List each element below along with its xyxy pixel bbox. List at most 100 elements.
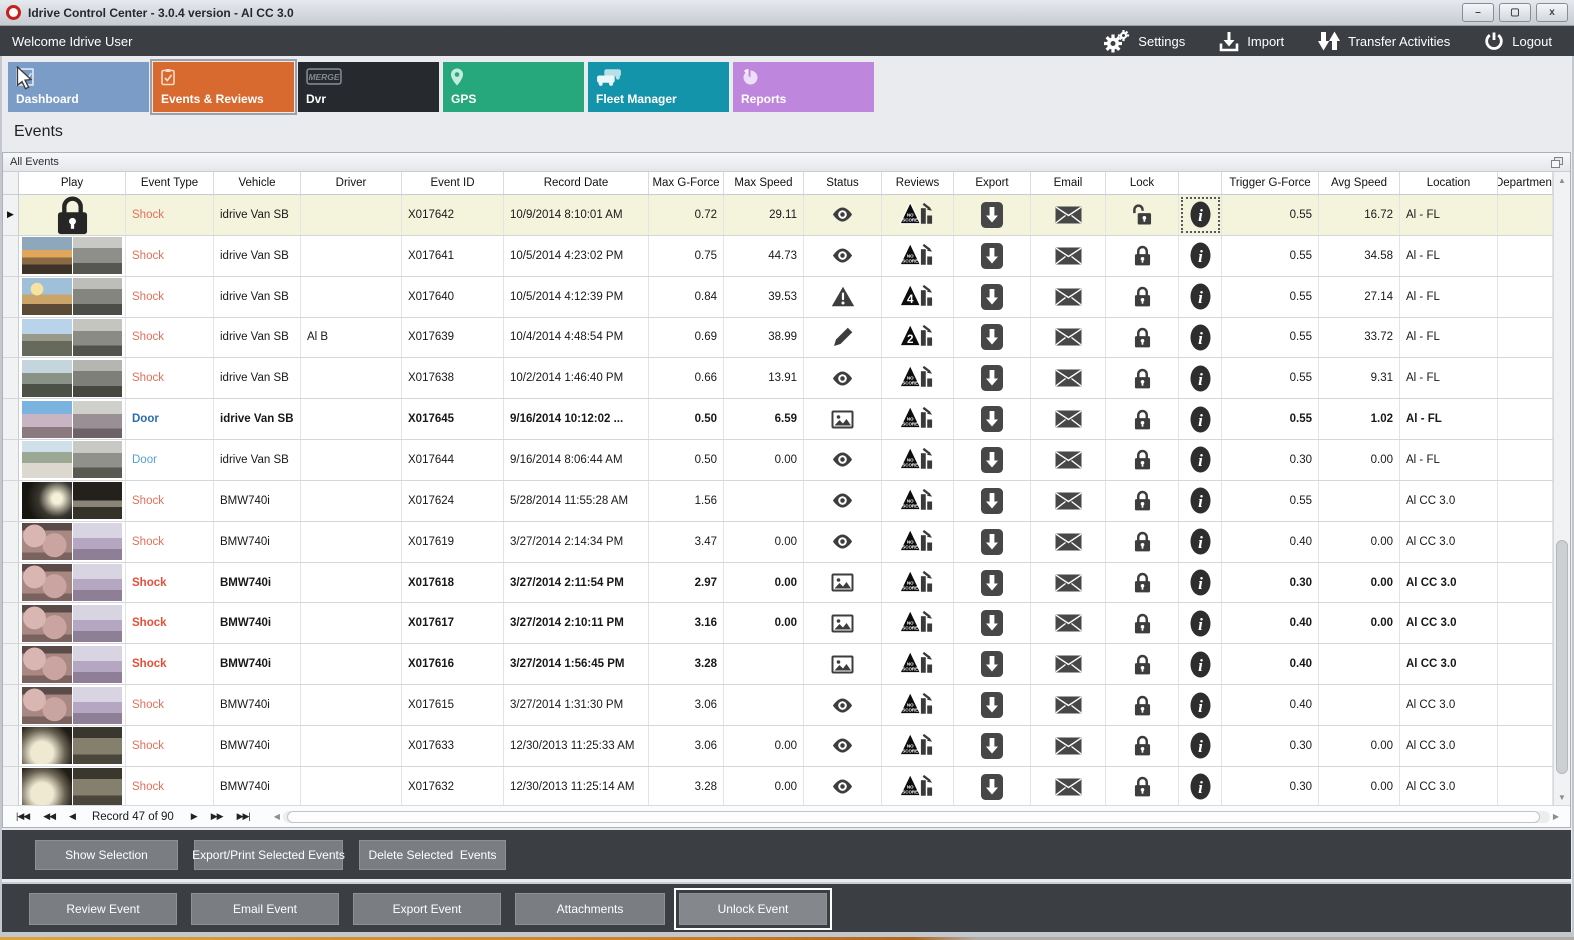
play-cell[interactable] xyxy=(19,399,126,440)
email-cell[interactable] xyxy=(1031,276,1106,317)
export-print-selected-button[interactable]: Export/Print Selected Events xyxy=(192,839,345,870)
table-row[interactable]: Shock BMW740i X017619 3/27/2014 2:14:34 PM 3… xyxy=(3,521,1554,563)
column-header-record-date[interactable]: Record Date xyxy=(504,172,649,194)
column-header-driver[interactable]: Driver xyxy=(301,172,402,194)
tab-events-reviews[interactable]: Events & Reviews xyxy=(153,62,294,112)
maximize-button[interactable]: ▢ xyxy=(1499,3,1531,22)
reviews-cell[interactable]: NO SCORE xyxy=(882,358,954,399)
vertical-scrollbar[interactable]: ▲ ▼ xyxy=(1553,172,1570,805)
tab-dashboard[interactable]: Dashboard xyxy=(8,62,149,112)
reviews-cell[interactable]: 2 xyxy=(882,317,954,358)
tab-fleet-manager[interactable]: Fleet Manager xyxy=(588,62,729,112)
horizontal-scrollbar[interactable]: ◀ ▶ xyxy=(271,810,1562,824)
play-cell[interactable] xyxy=(19,562,126,603)
info-cell[interactable]: i xyxy=(1179,235,1222,276)
info-cell[interactable]: i xyxy=(1179,480,1222,521)
column-header-location[interactable]: Location xyxy=(1400,172,1498,194)
first-record-button[interactable]: |◀◀ xyxy=(16,811,30,821)
lock-cell[interactable] xyxy=(1106,399,1179,440)
email-cell[interactable] xyxy=(1031,766,1106,805)
table-row[interactable]: Shock BMW740i X017618 3/27/2014 2:11:54 PM 2… xyxy=(3,562,1554,604)
scroll-down-icon[interactable]: ▼ xyxy=(1558,792,1566,802)
table-row[interactable]: Shock idrive Van SB X017638 10/2/2014 1:46:… xyxy=(3,358,1554,400)
reviews-cell[interactable]: 4 xyxy=(882,276,954,317)
info-cell[interactable]: i xyxy=(1179,521,1222,562)
reviews-cell[interactable]: NO SCORE xyxy=(882,399,954,440)
info-cell[interactable]: i xyxy=(1179,644,1222,685)
lock-cell[interactable] xyxy=(1106,195,1179,235)
play-cell[interactable] xyxy=(19,317,126,358)
info-cell[interactable]: i xyxy=(1179,358,1222,399)
play-cell[interactable] xyxy=(19,725,126,766)
delete-selected-button[interactable]: Delete Selected Events xyxy=(359,839,506,870)
event-thumbnail[interactable] xyxy=(22,768,122,805)
export-cell[interactable] xyxy=(954,685,1031,725)
lock-cell[interactable] xyxy=(1106,603,1179,644)
info-cell[interactable]: i xyxy=(1179,317,1222,358)
info-cell[interactable]: i xyxy=(1179,603,1222,644)
event-thumbnail[interactable] xyxy=(22,278,122,316)
lock-cell[interactable] xyxy=(1106,317,1179,358)
column-header-status[interactable]: Status xyxy=(804,172,882,194)
lock-cell[interactable] xyxy=(1106,725,1179,766)
event-thumbnail[interactable] xyxy=(22,441,122,479)
unlock-event-button[interactable]: Unlock Event xyxy=(679,893,827,925)
export-cell[interactable] xyxy=(954,195,1031,235)
status-cell[interactable] xyxy=(804,317,882,358)
panel-restore-icon[interactable] xyxy=(1551,156,1563,168)
column-header-email[interactable]: Email xyxy=(1031,172,1106,194)
export-cell[interactable] xyxy=(954,725,1031,766)
column-header-avg-speed[interactable]: Avg Speed xyxy=(1319,172,1400,194)
play-cell[interactable] xyxy=(19,276,126,317)
lock-cell[interactable] xyxy=(1106,685,1179,725)
scroll-up-icon[interactable]: ▲ xyxy=(1558,175,1566,185)
status-cell[interactable] xyxy=(804,685,882,725)
reviews-cell[interactable]: NO SCORE xyxy=(882,235,954,276)
column-header-event-id[interactable]: Event ID xyxy=(402,172,504,194)
email-cell[interactable] xyxy=(1031,603,1106,644)
status-cell[interactable] xyxy=(804,195,882,235)
export-cell[interactable] xyxy=(954,562,1031,603)
table-row[interactable]: Shock BMW740i X017632 12/30/2013 11:25:14 A… xyxy=(3,766,1554,805)
info-cell[interactable]: i xyxy=(1179,195,1222,235)
table-row[interactable]: Shock BMW740i X017624 5/28/2014 11:55:28 AM… xyxy=(3,480,1554,522)
status-cell[interactable] xyxy=(804,766,882,805)
export-cell[interactable] xyxy=(954,440,1031,480)
email-cell[interactable] xyxy=(1031,440,1106,480)
email-cell[interactable] xyxy=(1031,317,1106,358)
status-cell[interactable] xyxy=(804,603,882,644)
status-cell[interactable] xyxy=(804,725,882,766)
email-cell[interactable] xyxy=(1031,725,1106,766)
email-cell[interactable] xyxy=(1031,399,1106,440)
fast-back-button[interactable]: ◀◀ xyxy=(43,811,56,821)
play-cell[interactable] xyxy=(19,195,126,235)
status-cell[interactable] xyxy=(804,358,882,399)
table-row[interactable]: Shock BMW740i X017617 3/27/2014 2:10:11 PM 3… xyxy=(3,603,1554,645)
reviews-cell[interactable]: NO SCORE xyxy=(882,562,954,603)
review-event-button[interactable]: Review Event xyxy=(29,893,177,925)
status-cell[interactable] xyxy=(804,480,882,521)
info-cell[interactable]: i xyxy=(1179,685,1222,725)
table-row[interactable]: Shock BMW740i X017615 3/27/2014 1:31:30 PM 3… xyxy=(3,685,1554,726)
export-cell[interactable] xyxy=(954,358,1031,399)
email-cell[interactable] xyxy=(1031,195,1106,235)
lock-cell[interactable] xyxy=(1106,644,1179,685)
table-row[interactable]: ▶ Shock idrive Van SB X017642 10/9/2014 8:10… xyxy=(3,195,1554,236)
lock-cell[interactable] xyxy=(1106,235,1179,276)
settings-button[interactable]: Settings xyxy=(1103,29,1185,53)
status-cell[interactable] xyxy=(804,235,882,276)
info-cell[interactable]: i xyxy=(1179,276,1222,317)
fast-forward-button[interactable]: ▶▶ xyxy=(210,811,224,821)
column-header-play[interactable]: Play xyxy=(19,172,126,194)
column-header-reviews[interactable]: Reviews xyxy=(882,172,954,194)
column-header-lock[interactable]: Lock xyxy=(1106,172,1179,194)
close-button[interactable]: x xyxy=(1536,3,1568,22)
status-cell[interactable] xyxy=(804,440,882,480)
info-cell[interactable]: i xyxy=(1179,562,1222,603)
scroll-left-icon[interactable]: ◀ xyxy=(273,812,280,821)
tab-gps[interactable]: GPS xyxy=(443,62,584,112)
email-cell[interactable] xyxy=(1031,685,1106,725)
email-cell[interactable] xyxy=(1031,358,1106,399)
info-cell[interactable]: i xyxy=(1179,440,1222,480)
play-cell[interactable] xyxy=(19,521,126,562)
